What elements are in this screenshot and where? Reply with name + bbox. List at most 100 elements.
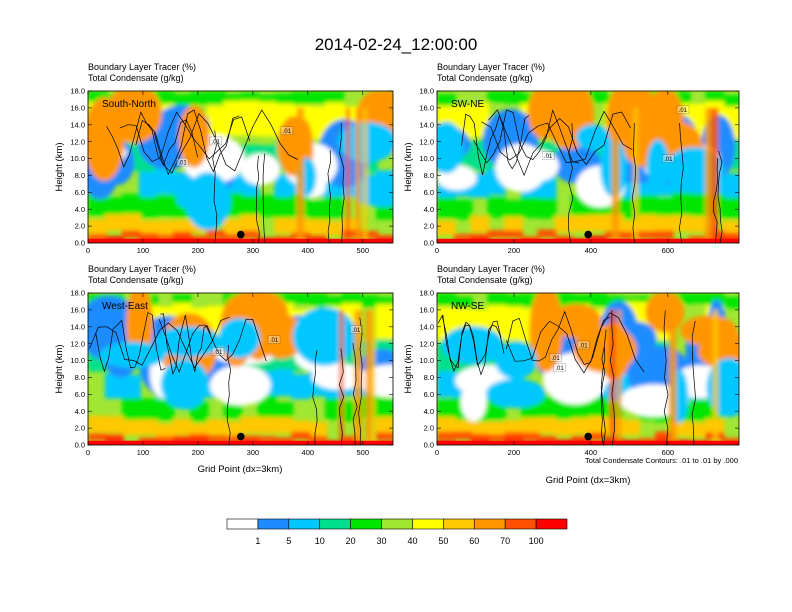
contour-label: .01 xyxy=(553,363,566,372)
colorbar-label: 30 xyxy=(377,536,387,546)
x-tick-label: 600 xyxy=(662,448,675,457)
svg-text:.01: .01 xyxy=(283,129,292,135)
tracer-field xyxy=(437,91,739,243)
colorbar-box xyxy=(257,518,290,530)
contour-label: .01 xyxy=(176,157,189,167)
panel-name: NW-SE xyxy=(451,301,484,312)
panel-south-north: Boundary Layer Tracer (%)Total Condensat… xyxy=(54,62,394,255)
colorbar-label: 5 xyxy=(286,536,291,546)
y-tick-label: 0.0 xyxy=(424,441,434,450)
figure-title: 2014-02-24_12:00:00 xyxy=(315,35,478,54)
svg-text:.01: .01 xyxy=(555,366,564,372)
x-tick-label: 0 xyxy=(435,448,439,457)
x-tick-label: 400 xyxy=(585,246,598,255)
plot-frame xyxy=(436,90,740,244)
panel-sw-ne: Boundary Layer Tracer (%)Total Condensat… xyxy=(403,62,740,255)
y-tick-label: 2.0 xyxy=(75,424,85,433)
y-tick-label: 16.0 xyxy=(70,103,85,112)
y-tick-label: 6.0 xyxy=(424,188,434,197)
x-tick-label: 400 xyxy=(302,448,315,457)
location-marker xyxy=(584,432,592,441)
colorbar-box xyxy=(473,518,506,530)
y-tick-label: 12.0 xyxy=(419,339,434,348)
x-tick-label: 500 xyxy=(357,448,370,457)
plot-frame xyxy=(87,90,394,244)
y-tick-label: 8.0 xyxy=(75,171,85,180)
colorbar-box xyxy=(504,518,537,530)
y-tick-label: 0.0 xyxy=(75,239,85,248)
contour-label: .01 xyxy=(349,325,363,334)
x-tick-label: 0 xyxy=(86,448,90,457)
tracer-field xyxy=(88,293,393,445)
x-axis: 0 100 200 300 400 500 xyxy=(86,293,369,457)
x-tick-label: 200 xyxy=(508,246,521,255)
colorbar: 1 5 10 20 30 40 50 60 70 100 xyxy=(226,518,568,546)
x-tick-label: 200 xyxy=(192,246,205,255)
y-tick-label: 2.0 xyxy=(424,424,434,433)
y-tick-label: 0.0 xyxy=(75,441,85,450)
colorbar-box xyxy=(535,518,568,530)
y-axis-label: Height (km) xyxy=(54,344,65,393)
y-tick-label: 16.0 xyxy=(419,103,434,112)
y-tick-label: 18.0 xyxy=(419,87,434,96)
location-marker xyxy=(584,230,592,239)
y-tick-label: 6.0 xyxy=(75,390,85,399)
colorbar-label: 10 xyxy=(315,536,325,546)
y-tick-label: 12.0 xyxy=(419,137,434,146)
y-tick-label: 18.0 xyxy=(419,289,434,298)
y-tick-label: 14.0 xyxy=(419,322,434,331)
y-axis-label: Height (km) xyxy=(403,344,414,393)
y-tick-label: 2.0 xyxy=(75,222,85,231)
svg-text:.01: .01 xyxy=(579,343,588,349)
svg-text:.01: .01 xyxy=(544,154,553,160)
svg-text:.01: .01 xyxy=(270,338,279,344)
panel-name: West-East xyxy=(102,301,148,312)
y-tick-label: 8.0 xyxy=(75,373,85,382)
contour-label: .01 xyxy=(209,136,222,145)
contour-label: .01 xyxy=(577,340,590,349)
panel-header-line2: Total Condensate (g/kg) xyxy=(437,275,533,285)
y-tick-label: 0.0 xyxy=(424,239,434,248)
svg-text:.01: .01 xyxy=(214,350,223,356)
condensate-contours xyxy=(89,312,363,445)
contour-label: .01 xyxy=(661,154,675,163)
y-tick-label: 14.0 xyxy=(70,120,85,129)
x-tick-label: 400 xyxy=(302,246,315,255)
condensate-contours xyxy=(106,109,345,243)
panel-header-line1: Boundary Layer Tracer (%) xyxy=(88,264,196,274)
y-axis-label: Height (km) xyxy=(54,142,65,191)
contour-label: .01 xyxy=(549,353,562,362)
y-axis: 0.0 2.0 4.0 6.0 8.0 10.0 12.0 14.0 16.0 18.0 xyxy=(419,289,739,450)
tracer-field xyxy=(88,91,393,243)
colorbar-label: 60 xyxy=(469,536,479,546)
y-tick-label: 12.0 xyxy=(70,137,85,146)
x-axis: 0 100 200 300 400 500 xyxy=(86,91,369,255)
colorbar-label: 40 xyxy=(407,536,417,546)
x-tick-label: 200 xyxy=(192,448,205,457)
y-tick-label: 18.0 xyxy=(70,87,85,96)
x-tick-label: 300 xyxy=(247,448,260,457)
panel-name: South-North xyxy=(102,99,156,110)
panel-header-line1: Boundary Layer Tracer (%) xyxy=(88,62,196,72)
y-axis: 0.0 2.0 4.0 6.0 8.0 10.0 12.0 14.0 16.0 18.0 xyxy=(419,87,739,248)
x-axis-label-left: Grid Point (dx=3km) xyxy=(198,464,283,475)
x-tick-label: 0 xyxy=(86,246,90,255)
contour-label: .01 xyxy=(267,335,281,344)
contour-label: .01 xyxy=(541,151,555,160)
y-tick-label: 18.0 xyxy=(70,289,85,298)
svg-text:.01: .01 xyxy=(212,139,221,145)
y-tick-label: 6.0 xyxy=(424,390,434,399)
y-tick-label: 6.0 xyxy=(75,188,85,197)
svg-text:.01: .01 xyxy=(352,328,361,334)
y-tick-label: 2.0 xyxy=(424,222,434,231)
y-tick-label: 4.0 xyxy=(75,407,85,416)
y-axis: 0.0 2.0 4.0 6.0 8.0 10.0 12.0 14.0 16.0 18.0 xyxy=(70,289,393,450)
svg-text:.01: .01 xyxy=(178,161,187,167)
contour-label: .01 xyxy=(280,126,294,135)
panel-header-line1: Boundary Layer Tracer (%) xyxy=(437,264,545,274)
y-tick-label: 10.0 xyxy=(70,154,85,163)
x-tick-label: 500 xyxy=(357,246,370,255)
colorbar-box xyxy=(443,518,475,530)
x-axis-label-right: Grid Point (dx=3km) xyxy=(546,475,631,486)
